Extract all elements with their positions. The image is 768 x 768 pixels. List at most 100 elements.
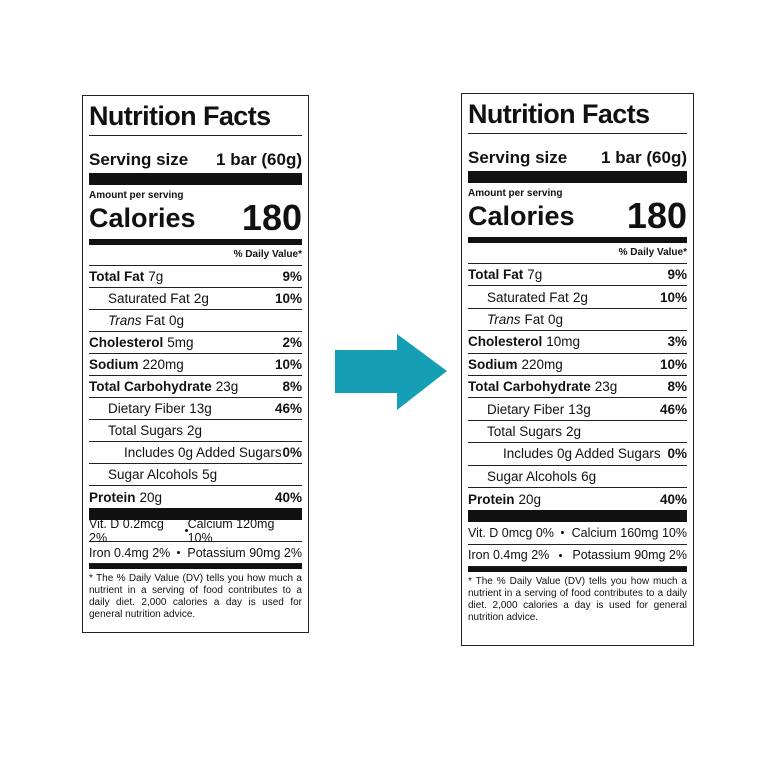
- nutrition-label: Nutrition Facts Serving size 1 bar (60g) Am…: [461, 93, 694, 646]
- serving-row: Serving size 1 bar (60g): [89, 150, 302, 170]
- nutrient-name: Total Sugars: [487, 424, 562, 439]
- arrow-shape: [335, 334, 447, 410]
- calories-row: Calories 180: [89, 197, 302, 238]
- nutrient-name-text: Cholesterol: [89, 335, 164, 350]
- vitamin-item: Potassium 90mg 2%: [187, 545, 302, 560]
- dv-header: % Daily Value*: [89, 245, 302, 266]
- nutrient-dv: 10%: [659, 356, 687, 372]
- thick-rule: [89, 508, 302, 520]
- nutrient-name-text: Total Sugars: [108, 423, 184, 438]
- nutrient-name-italic: Trans: [108, 313, 142, 328]
- nutrient-name: Total Fat: [89, 269, 144, 284]
- nutrient-row: Dietary Fiber 13g 46%: [468, 398, 687, 421]
- arrow: [335, 334, 447, 410]
- nutrient-row: Includes 0g Added Sugars 0%: [89, 442, 302, 464]
- nutrient-amount: 6g: [581, 468, 597, 484]
- nutrient-amount: 13g: [568, 401, 591, 417]
- serving-value: 1 bar (60g): [216, 150, 302, 169]
- nutrient-name: Cholesterol: [89, 335, 163, 350]
- nutrient-dv: 2%: [282, 335, 302, 350]
- nutrient-row: Total Fat 7g 9%: [468, 264, 687, 287]
- nutrient-name-text: Dietary Fiber: [108, 401, 186, 416]
- medium-rule: [89, 564, 302, 569]
- nutrient-row: Dietary Fiber 13g 46%: [89, 398, 302, 420]
- nutrient-amount: 20g: [139, 489, 163, 505]
- calories-value: 180: [626, 195, 687, 236]
- serving-value: 1 bar (60g): [601, 148, 687, 167]
- nutrient-row: Cholesterol 5mg 2%: [89, 332, 302, 354]
- nutrient-amount: 0g: [548, 311, 564, 327]
- nutrient-name-text: Total Fat: [89, 269, 145, 284]
- nutrient-row: Total Sugars 2g: [468, 421, 687, 444]
- nutrient-amount: 23g: [215, 379, 239, 394]
- nutrient-name-text: Fat: [524, 311, 545, 327]
- separator-dot: [177, 551, 181, 554]
- nutrient-name: Protein: [468, 492, 515, 507]
- nutrient-amount: 2g: [193, 291, 209, 306]
- nutrient-name: Cholesterol: [468, 334, 542, 349]
- nutrient-row: Saturated Fat 2g 10%: [89, 288, 302, 310]
- nutrient-amount: 7g: [527, 267, 543, 283]
- vitamin-item: Calcium 120mg 10%: [187, 516, 275, 545]
- nutrient-name: Dietary Fiber: [108, 401, 185, 416]
- nutrient-name: Sugar Alcohols: [487, 469, 577, 484]
- nutrient-name: Sugar Alcohols: [108, 467, 198, 482]
- label-title: Nutrition Facts: [468, 97, 687, 134]
- nutrient-row: Cholesterol 10mg 3%: [468, 331, 687, 354]
- nutrient-dv: 8%: [667, 379, 687, 395]
- separator-dot: [559, 553, 563, 557]
- nutrient-row: Sugar Alcohols 5g: [89, 464, 302, 486]
- nutrient-name-text: Protein: [468, 491, 515, 507]
- nutrient-row: Protein 20g 40%: [468, 488, 687, 510]
- nutrient-amount: 2g: [572, 289, 588, 305]
- thick-rule: [89, 173, 302, 185]
- medium-rule: [468, 567, 687, 573]
- nutrient-name-italic: Trans: [487, 311, 521, 327]
- nutrient-row: Total Carbohydrate 23g 8%: [468, 376, 687, 399]
- vitamin-row: Iron 0.4mg 2% Potassium 90mg 2%: [89, 542, 302, 564]
- nutrient-dv: 40%: [274, 489, 302, 505]
- nutrient-name: Includes 0g Added Sugars: [124, 445, 282, 460]
- nutrient-row: Total Carbohydrate 23g 8%: [89, 376, 302, 398]
- nutrient-dv: 0%: [282, 445, 302, 460]
- footnote: * The % Daily Value (DV) tells you how m…: [468, 576, 687, 624]
- vitamin-item: Calcium 160mg 10%: [571, 525, 687, 540]
- thick-rule: [468, 510, 687, 523]
- nutrient-row: Sodium 220mg 10%: [468, 354, 687, 376]
- nutrient-name-text: Fat: [145, 313, 166, 328]
- nutrient-name-text: Sodium: [468, 356, 518, 372]
- nutrient-name: Total Sugars: [108, 423, 183, 438]
- separator-dot: [561, 531, 565, 535]
- nutrient-amount: 13g: [189, 401, 212, 416]
- medium-rule: [468, 237, 687, 243]
- calories-value: 180: [241, 197, 302, 238]
- nutrient-dv: 9%: [282, 269, 302, 284]
- nutrient-amount: 7g: [148, 269, 164, 284]
- serving-label: Serving size: [89, 150, 189, 169]
- nutrient-dv: 10%: [659, 289, 687, 305]
- nutrient-dv: 9%: [667, 267, 687, 283]
- nutrient-name: Total Fat: [468, 267, 523, 282]
- nutrient-amount: 10mg: [546, 334, 581, 350]
- label-title: Nutrition Facts: [89, 99, 302, 136]
- dv-header: % Daily Value*: [468, 243, 687, 264]
- vitamin-row: Iron 0.4mg 2% Potassium 90mg 2%: [468, 545, 687, 568]
- nutrient-name: Trans Fat: [487, 312, 544, 327]
- vitamin-item: Vit. D 0mcg 0%: [468, 525, 554, 540]
- nutrient-name: Sodium: [89, 357, 139, 372]
- amount-per-serving: Amount per serving: [89, 190, 184, 201]
- nutrient-name-text: Sodium: [89, 357, 139, 372]
- serving-label: Serving size: [468, 148, 568, 167]
- nutrient-dv: 8%: [282, 379, 302, 394]
- nutrient-name-text: Includes 0g Added Sugars: [503, 446, 661, 462]
- nutrient-name: Total Carbohydrate: [468, 379, 591, 394]
- nutrient-name-text: Dietary Fiber: [487, 401, 565, 417]
- nutrient-row: Saturated Fat 2g 10%: [468, 286, 687, 309]
- nutrient-row: Protein 20g 40%: [89, 486, 302, 508]
- nutrient-amount: 220mg: [521, 356, 563, 372]
- nutrient-amount: 2g: [187, 423, 203, 438]
- vitamin-item: Iron 0.4mg 2%: [89, 545, 171, 560]
- nutrient-row: Trans Fat 0g: [89, 310, 302, 332]
- nutrient-name-text: Total Sugars: [487, 423, 563, 439]
